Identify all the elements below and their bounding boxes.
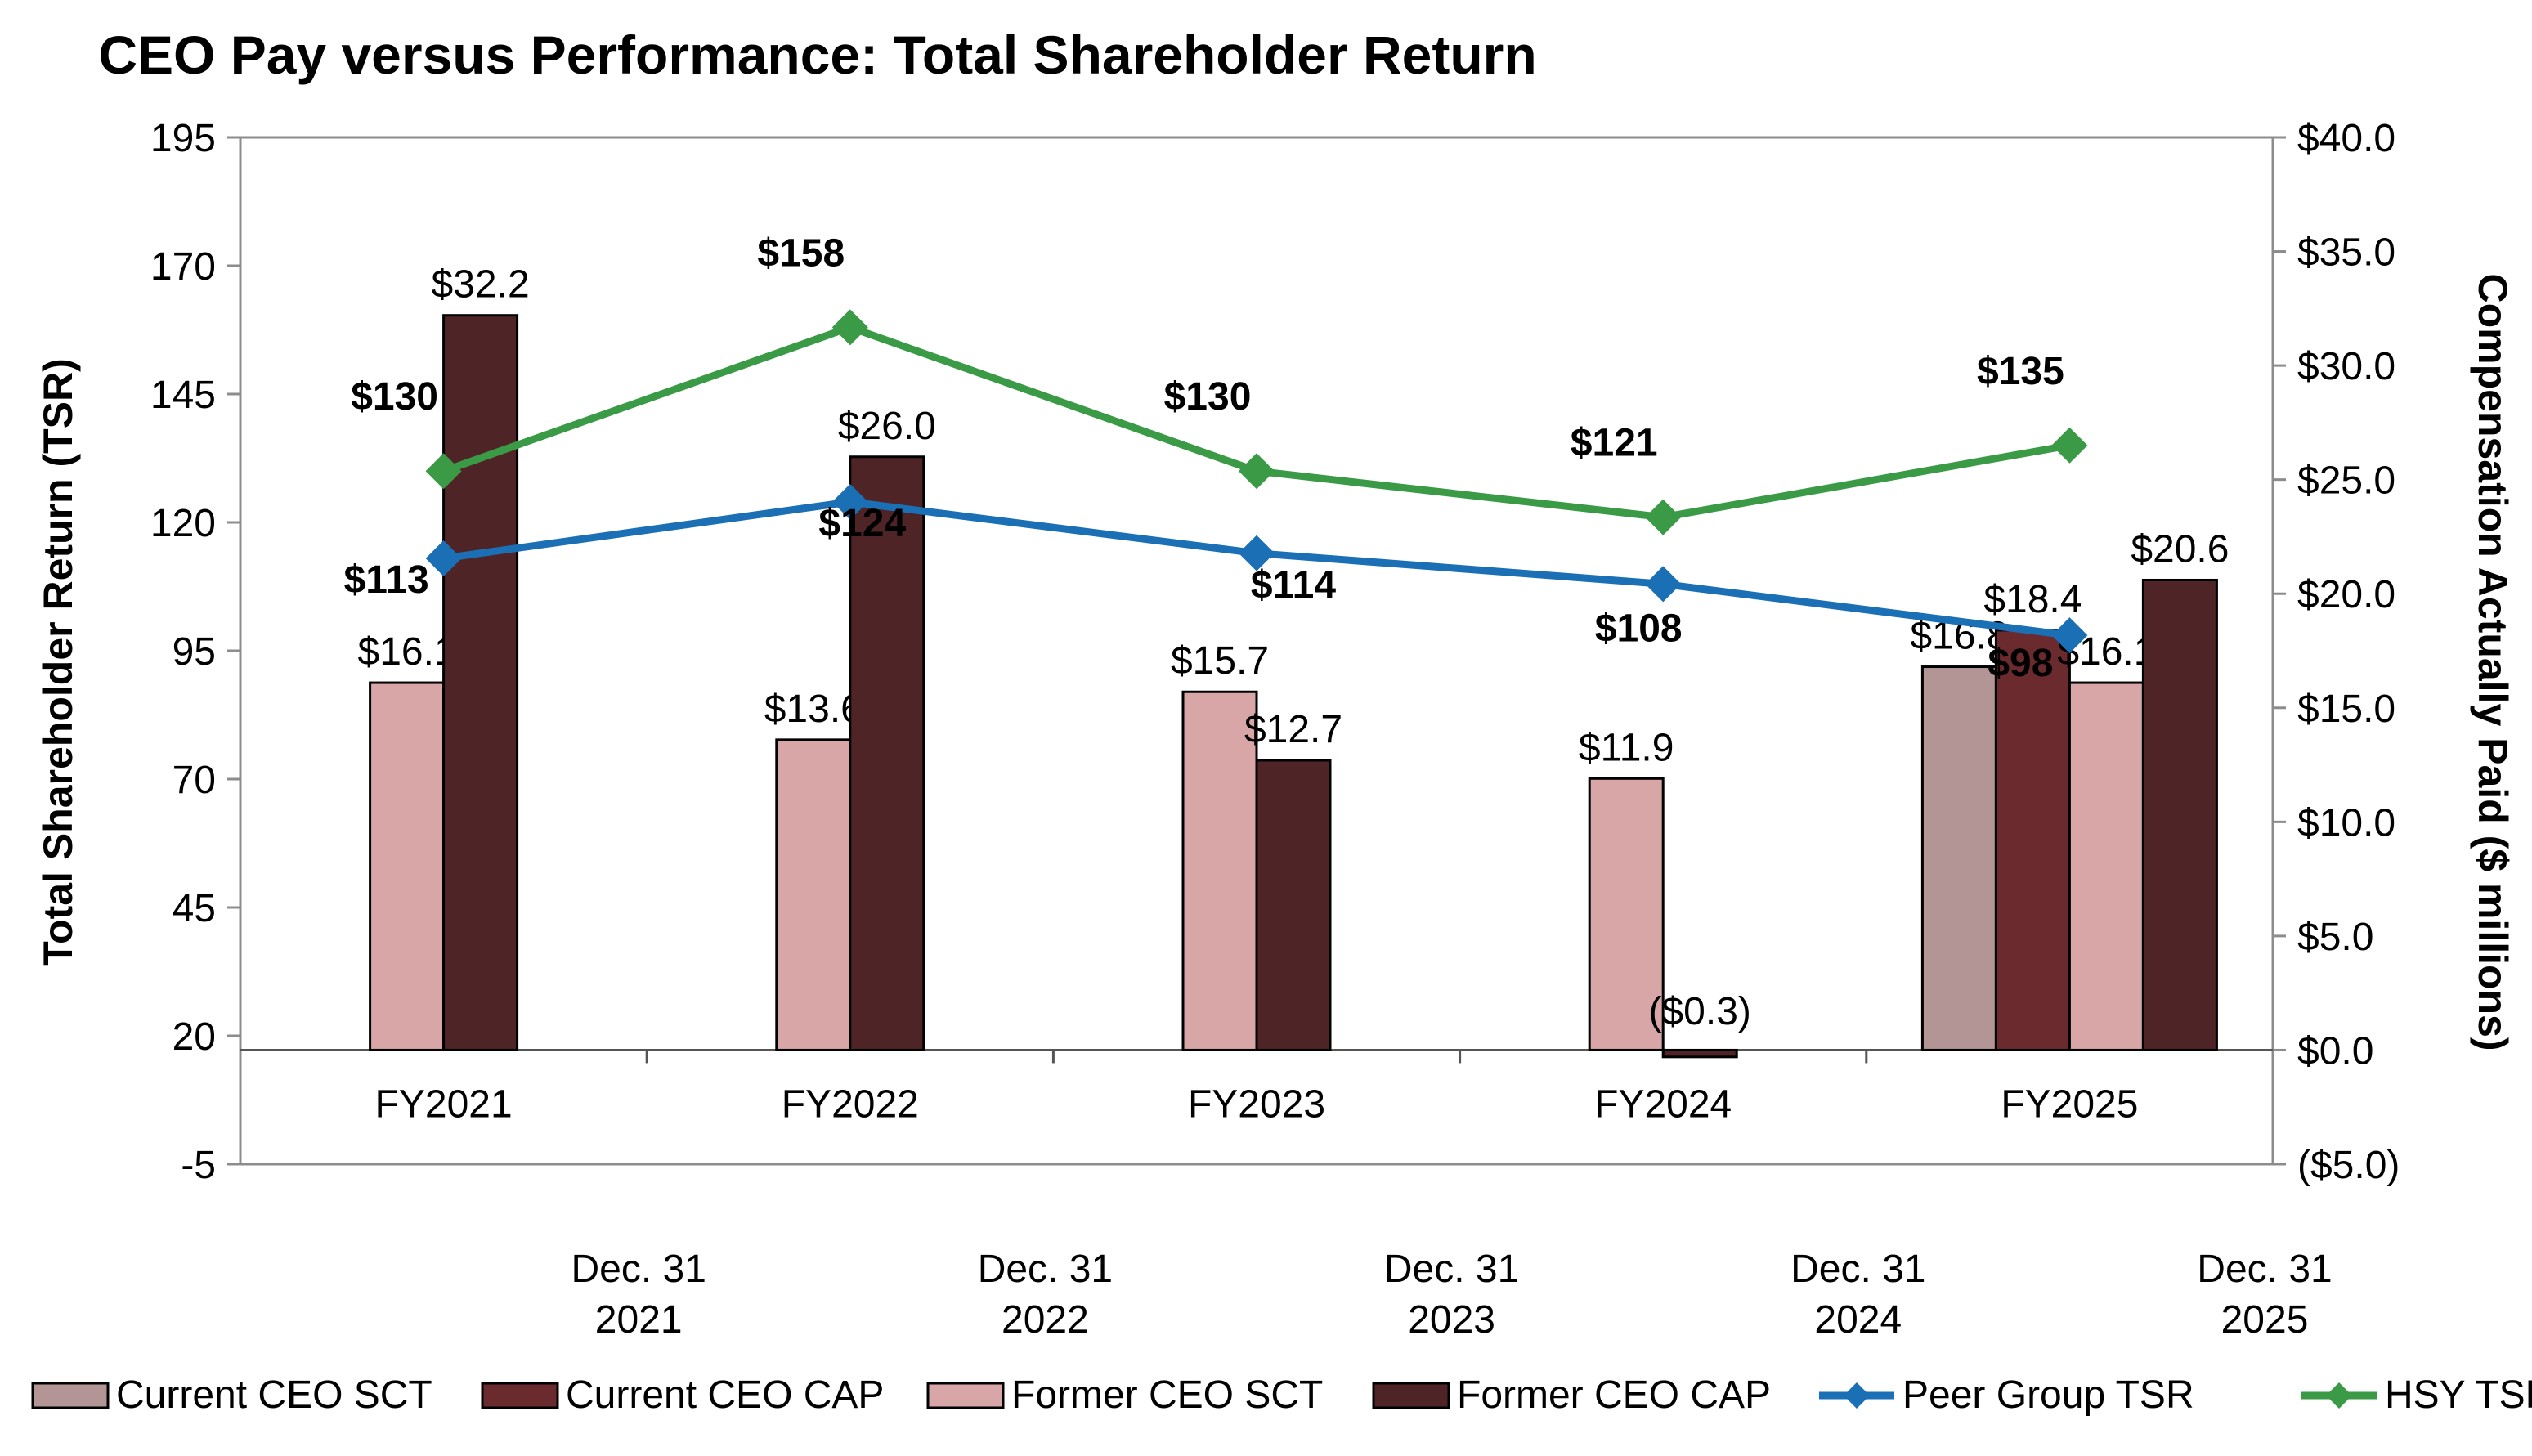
bar-data-label: $11.9 — [1579, 726, 1674, 769]
bar-data-label: $15.7 — [1171, 639, 1269, 683]
left-tick-label: 145 — [150, 374, 216, 417]
line-marker — [425, 453, 462, 490]
date-label-line1: Dec. 31 — [978, 1248, 1113, 1291]
x-tick-label: FY2023 — [1188, 1082, 1325, 1126]
line-data-label: $108 — [1595, 607, 1683, 650]
left-tick-label: 70 — [173, 759, 216, 802]
line-data-label: $158 — [757, 231, 845, 275]
legend-swatch — [31, 1382, 110, 1409]
bar-data-label: $32.2 — [432, 263, 530, 307]
line-data-label: $114 — [1251, 564, 1336, 607]
bar-data-label: $12.7 — [1244, 708, 1342, 751]
line-marker — [1645, 566, 1682, 603]
left-tick-label: 195 — [150, 117, 216, 160]
bar-former-ceo-cap — [442, 314, 519, 1051]
bar-former-ceo-cap — [1661, 1048, 1738, 1059]
right-tick-label: $20.0 — [2297, 573, 2395, 616]
date-label-line2: 2024 — [1814, 1298, 1902, 1342]
date-label-line2: 2022 — [1002, 1298, 1089, 1342]
date-label-line1: Dec. 31 — [571, 1248, 706, 1291]
x-tick-label: FY2025 — [2001, 1082, 2138, 1126]
date-label-line2: 2021 — [595, 1298, 683, 1342]
bar-current-ceo-cap — [1994, 629, 2071, 1051]
x-tick-label: FY2022 — [782, 1082, 919, 1126]
date-label-line1: Dec. 31 — [2197, 1248, 2332, 1291]
legend: Current CEO SCT Current CEO CAP Former CEO… — [31, 1373, 2532, 1417]
line-data-label: $135 — [1977, 350, 2064, 393]
legend-marker — [1844, 1382, 1870, 1409]
line-data-label: $130 — [1164, 375, 1252, 419]
line-marker — [831, 483, 868, 520]
bar-data-label: $18.4 — [1983, 578, 2082, 621]
legend-label: Peer Group TSR — [1902, 1373, 2194, 1417]
left-tick-label: 95 — [173, 630, 216, 674]
right-tick-label: $35.0 — [2297, 231, 2395, 275]
bar-data-label: $26.0 — [838, 405, 936, 448]
bar-former-ceo-cap — [849, 455, 925, 1051]
bar-former-ceo-cap — [1255, 759, 1332, 1051]
right-tick-label: $10.0 — [2297, 801, 2395, 844]
right-tick-label: $5.0 — [2297, 916, 2373, 959]
line-data-label: $121 — [1571, 422, 1658, 465]
left-tick-label: 20 — [173, 1015, 216, 1059]
date-label-line2: 2023 — [1408, 1298, 1495, 1342]
left-tick-label: -5 — [181, 1144, 216, 1187]
y-axis-label-right: Compensation Actually Paid ($ millions) — [2470, 273, 2516, 1051]
line-data-label: $124 — [818, 502, 906, 545]
line-data-label: $130 — [351, 375, 438, 419]
date-label-line1: Dec. 31 — [1790, 1248, 1925, 1291]
line-marker — [1645, 499, 1682, 535]
legend-label: HSY TSR — [2385, 1373, 2532, 1417]
line-data-label: $113 — [344, 558, 429, 602]
bar-current-ceo-sct — [1920, 665, 1997, 1051]
bar-former-ceo-sct — [369, 681, 446, 1051]
left-tick-label: 170 — [150, 245, 216, 289]
line-marker — [831, 309, 868, 346]
bar-former-ceo-sct — [775, 738, 852, 1051]
line-marker — [1239, 535, 1275, 571]
right-tick-label: $30.0 — [2297, 345, 2395, 388]
line-marker — [2051, 427, 2088, 464]
legend-label: Former CEO SCT — [1011, 1373, 1323, 1417]
legend-label: Former CEO CAP — [1457, 1373, 1771, 1417]
bar-data-label: $20.6 — [2131, 527, 2229, 571]
line-marker — [1239, 453, 1275, 490]
legend-swatch — [1372, 1382, 1450, 1409]
left-tick-label: 120 — [150, 502, 216, 545]
y-axis-label-left: Total Shareholder Return (TSR) — [35, 358, 81, 966]
right-tick-label: ($5.0) — [2297, 1144, 2400, 1187]
right-tick-label: $0.0 — [2297, 1029, 2373, 1073]
legend-label: Current CEO CAP — [566, 1373, 884, 1417]
plot-area: 195 170 145 120 95 70 45 20 -5 $40.0 $35.0 $30.0 $25… — [150, 117, 2400, 1342]
legend-swatch — [481, 1382, 559, 1409]
left-tick-label: 45 — [173, 887, 216, 930]
bar-former-ceo-sct — [2068, 681, 2144, 1051]
chart-title: CEO Pay versus Performance: Total Shareh… — [98, 25, 1536, 85]
bar-data-label: $13.6 — [764, 688, 863, 731]
date-label-line2: 2025 — [2221, 1298, 2309, 1342]
legend-swatch — [926, 1382, 1005, 1409]
line-marker — [425, 540, 462, 576]
line-data-label: $98 — [1988, 642, 2053, 685]
bar-data-label: ($0.3) — [1649, 990, 1751, 1033]
legend-label: Current CEO SCT — [116, 1373, 432, 1417]
bar-data-label: $16.1 — [358, 630, 456, 674]
right-tick-label: $25.0 — [2297, 459, 2395, 503]
x-tick-label: FY2024 — [1594, 1082, 1732, 1126]
line-marker — [2051, 617, 2088, 654]
right-tick-label: $40.0 — [2297, 117, 2395, 160]
legend-marker — [2326, 1382, 2352, 1409]
x-tick-label: FY2021 — [375, 1082, 513, 1126]
bar-former-ceo-sct — [1588, 777, 1665, 1051]
date-label-line1: Dec. 31 — [1384, 1248, 1519, 1291]
bar-former-ceo-cap — [2141, 578, 2218, 1051]
right-tick-label: $15.0 — [2297, 688, 2395, 731]
